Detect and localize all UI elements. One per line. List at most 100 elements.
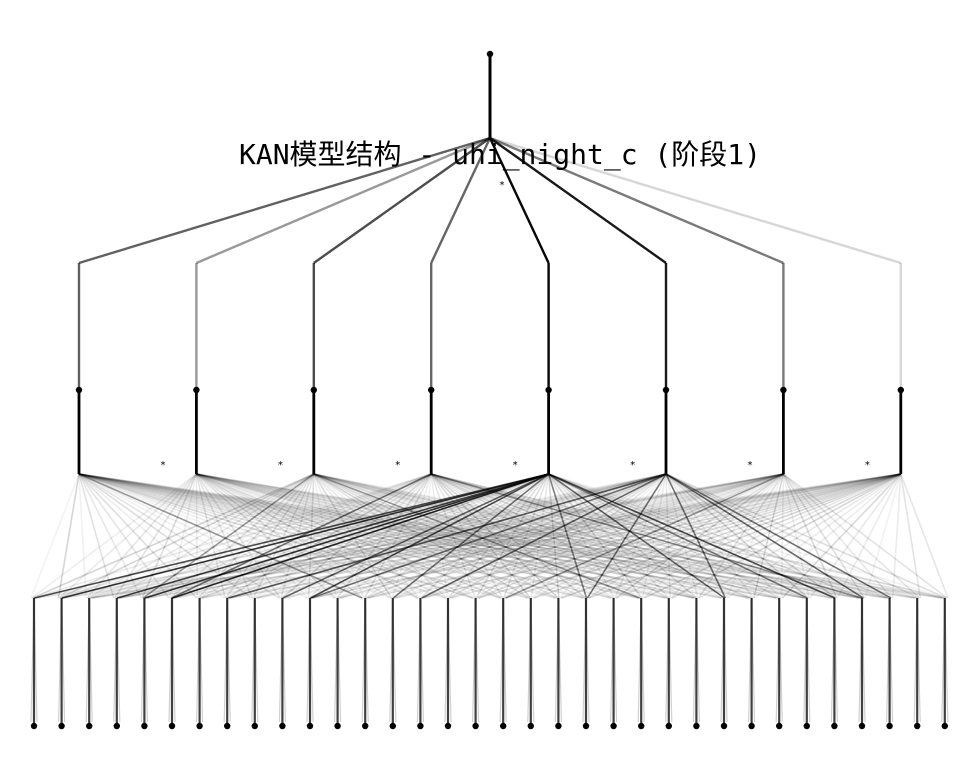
input-edge: [116, 473, 432, 599]
input-edge: [78, 473, 777, 599]
input-edge: [313, 473, 475, 599]
input-edge: [725, 473, 785, 599]
input-edge: [547, 473, 615, 599]
input-edge: [119, 473, 901, 599]
input-edge: [313, 473, 393, 599]
hidden-node: [545, 386, 552, 394]
input-edge: [531, 473, 667, 599]
input-edge: [310, 473, 549, 599]
input-edge: [430, 473, 476, 599]
hidden-node: [310, 386, 317, 394]
input-branch: [886, 597, 891, 723]
input-edge: [311, 473, 667, 599]
input-edge: [665, 473, 727, 599]
input-edge: [196, 473, 888, 599]
input-edge: [78, 473, 142, 599]
input-edge: [864, 473, 902, 599]
input-edge: [420, 473, 550, 599]
input-edge: [78, 473, 501, 599]
input-edge: [336, 473, 432, 599]
input-edge: [313, 473, 889, 599]
input-edge: [615, 473, 784, 599]
input-edge: [782, 473, 948, 599]
input-edge: [533, 473, 902, 599]
input-branch: [475, 597, 480, 723]
input-edge: [450, 473, 902, 599]
input-edge: [78, 473, 832, 599]
input-edge: [548, 473, 891, 599]
input-edge: [530, 473, 550, 599]
input-branch: [143, 597, 148, 723]
input-edge: [547, 473, 643, 599]
input-branch: [306, 597, 311, 723]
input-branch: [830, 597, 835, 723]
input-edge: [644, 473, 902, 599]
input-edge: [559, 473, 667, 599]
input-edge: [313, 473, 806, 599]
input-edge: [280, 473, 315, 599]
input-edge: [282, 473, 549, 599]
input-edge: [196, 473, 778, 599]
input-edge: [196, 473, 474, 599]
input-branch: [447, 597, 452, 723]
input-edge: [547, 473, 588, 599]
input-edge: [229, 473, 784, 599]
input-edge: [118, 473, 784, 599]
input-edge: [285, 473, 901, 599]
input-edge: [430, 473, 807, 599]
output-edge: [488, 137, 550, 264]
input-edge: [78, 473, 363, 599]
input-branch: [889, 597, 894, 723]
input-edge: [196, 473, 667, 599]
input-edge: [548, 473, 670, 599]
input-edge: [430, 473, 835, 599]
input-edge: [312, 473, 901, 599]
input-edge: [548, 473, 918, 599]
input-edge: [313, 473, 530, 599]
input-edge: [313, 473, 585, 599]
input-edge: [505, 473, 784, 599]
input-edge: [196, 473, 584, 599]
input-edge: [586, 473, 667, 599]
input-edge: [171, 473, 432, 599]
input-edge: [195, 473, 364, 599]
input-edge: [141, 473, 198, 599]
input-edge: [449, 473, 784, 599]
input-branch: [668, 597, 673, 723]
input-node: [362, 722, 369, 730]
input-edge: [253, 473, 432, 599]
input-edge: [196, 473, 916, 599]
input-edge: [78, 473, 666, 599]
input-edge: [78, 473, 804, 599]
input-edge: [89, 473, 549, 599]
input-node: [831, 722, 838, 730]
input-branch: [502, 597, 507, 723]
input-branch: [168, 597, 173, 723]
input-edge: [809, 473, 902, 599]
input-node: [582, 722, 590, 730]
input-edge: [506, 473, 902, 599]
input-edge: [198, 473, 432, 599]
input-node: [720, 722, 728, 730]
input-edge: [87, 473, 315, 599]
input-edge: [313, 473, 448, 599]
input-edge: [200, 473, 667, 599]
input-edge: [92, 473, 901, 599]
input-edge: [58, 473, 197, 599]
activation-symbol: *: [864, 460, 870, 471]
input-branch: [861, 597, 866, 723]
input-edge: [168, 473, 198, 599]
input-edge: [367, 473, 784, 599]
input-branch: [916, 597, 921, 723]
input-branch: [944, 597, 949, 723]
input-edge: [477, 473, 784, 599]
input-edge: [547, 473, 560, 599]
input-edge: [430, 473, 862, 599]
input-edge: [366, 473, 667, 599]
input-edge: [313, 473, 641, 599]
input-edge: [339, 473, 784, 599]
input-branch: [251, 597, 256, 723]
input-edge: [313, 473, 723, 599]
hidden-activation-lines: [77, 263, 903, 474]
input-edge: [430, 473, 669, 599]
